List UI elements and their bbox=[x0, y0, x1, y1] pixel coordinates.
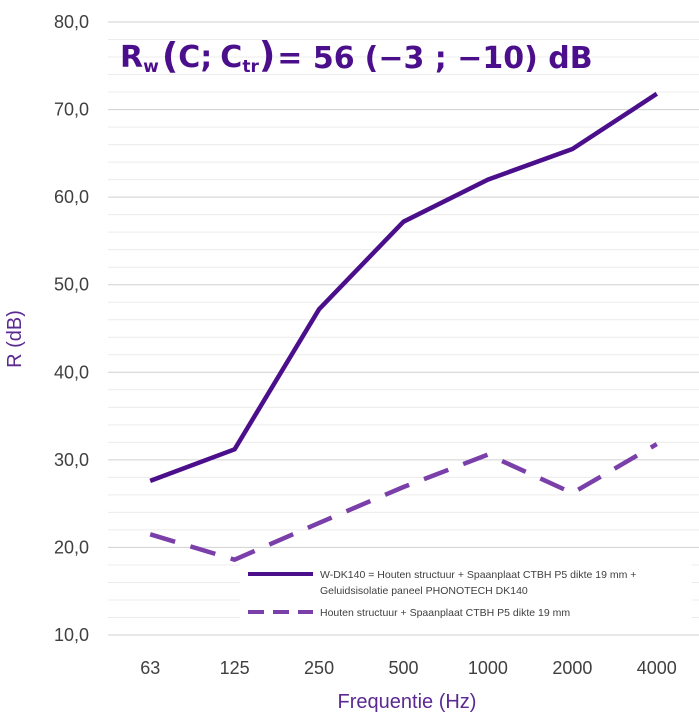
x-tick-label: 500 bbox=[388, 658, 418, 678]
title-r: R bbox=[120, 40, 143, 75]
title-c: C; bbox=[178, 40, 212, 75]
x-tick-label: 1000 bbox=[468, 658, 508, 678]
title-tr-subscript: tr bbox=[242, 57, 259, 77]
title-close-paren: ) bbox=[259, 35, 275, 76]
y-axis-title: R (dB) bbox=[4, 310, 26, 368]
y-tick-label: 30,0 bbox=[54, 450, 89, 470]
x-axis-title: Frequentie (Hz) bbox=[338, 691, 477, 713]
title-terms: (−3 ; −10) dB bbox=[365, 41, 593, 76]
series-line-solid bbox=[149, 91, 659, 484]
x-tick-label: 250 bbox=[304, 658, 334, 678]
svg-text:Rw(C;Ctr)= 56(−3 ; −10) dB: Rw(C; Ctr)= 56 (−3 ; −10) dB bbox=[120, 35, 593, 77]
y-tick-label: 40,0 bbox=[54, 362, 89, 382]
legend: W-DK140 = Houten structuur + Spaanplaat … bbox=[240, 562, 692, 626]
y-tick-labels: 10,0 20,0 30,0 40,0 50,0 60,0 70,0 80,0 bbox=[54, 12, 89, 645]
y-tick-label: 70,0 bbox=[54, 100, 89, 120]
series-line-dashed bbox=[149, 442, 658, 562]
x-tick-label: 4000 bbox=[637, 658, 677, 678]
y-tick-label: 50,0 bbox=[54, 275, 89, 295]
y-tick-label: 60,0 bbox=[54, 187, 89, 207]
title-w-subscript: w bbox=[143, 57, 159, 77]
y-tick-label: 10,0 bbox=[54, 625, 89, 645]
grid-lines bbox=[108, 21, 699, 636]
y-tick-label: 20,0 bbox=[54, 537, 89, 557]
title-open-paren: ( bbox=[162, 36, 178, 77]
title-value: = 56 bbox=[277, 41, 354, 76]
series-lines bbox=[149, 91, 659, 562]
chart-title: Rw(C; Ctr)= 56 (−3 ; −10) dB bbox=[120, 35, 593, 77]
legend-label-solid-line1: W-DK140 = Houten structuur + Spaanplaat … bbox=[320, 569, 636, 581]
legend-label-solid-line2: Geluidsisolatie paneel PHONOTECH DK140 bbox=[320, 585, 528, 597]
x-tick-labels: 63 125 250 500 1000 2000 4000 bbox=[140, 658, 677, 678]
x-tick-label: 63 bbox=[140, 658, 160, 678]
legend-label-dashed: Houten structuur + Spaanplaat CTBH P5 di… bbox=[320, 607, 570, 619]
legend-background bbox=[240, 562, 692, 626]
x-tick-label: 2000 bbox=[552, 658, 592, 678]
x-tick-label: 125 bbox=[220, 658, 250, 678]
y-tick-label: 80,0 bbox=[54, 12, 89, 32]
title-c2: C bbox=[220, 40, 242, 75]
